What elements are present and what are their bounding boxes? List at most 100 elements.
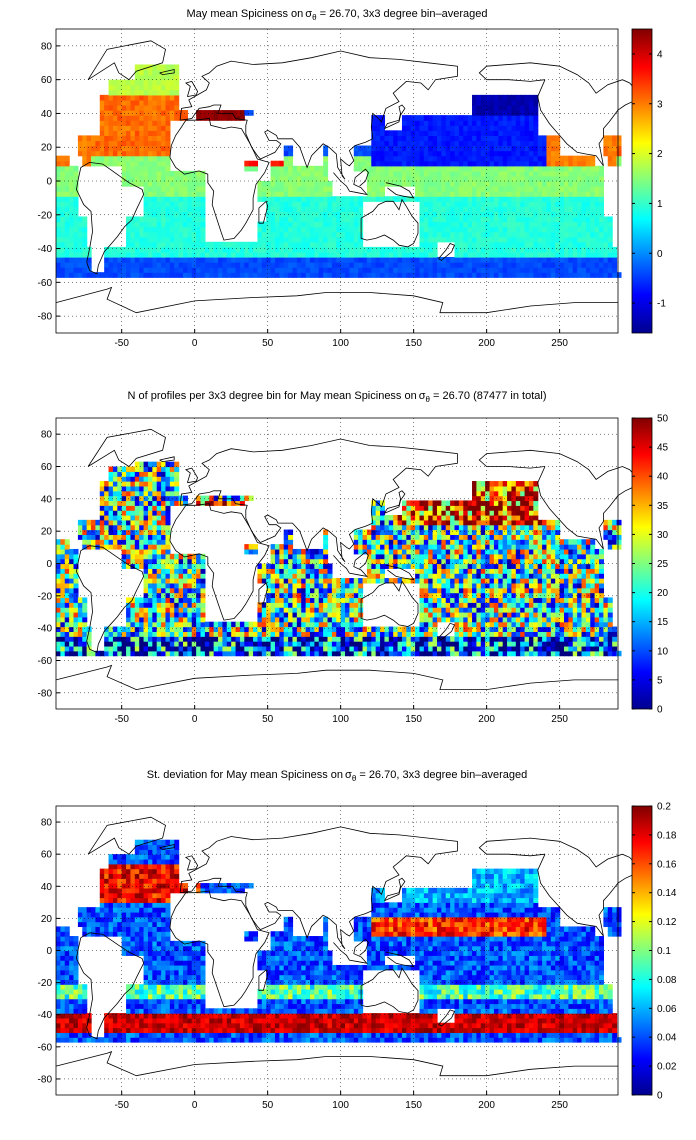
colorbar-tick-label: 3 [657,99,663,110]
heatmap-cell [191,650,197,657]
heatmap-cell [134,226,140,233]
heatmap-cell [152,267,158,273]
heatmap-cell [327,645,333,652]
heatmap-cell [305,267,311,273]
heatmap-cell [147,216,153,223]
heatmap-cell [86,641,92,647]
heatmap-cell [323,272,329,278]
heatmap-cell [572,201,578,207]
heatmap-cell [366,544,372,550]
heatmap-cell [301,582,307,589]
heatmap-cell [108,476,114,482]
heatmap-cell [419,115,425,121]
heatmap-cell [56,544,61,550]
heatmap-cell [353,529,359,535]
heatmap-cell [147,515,153,521]
heatmap-cell [156,186,162,192]
heatmap-cell [436,211,442,218]
heatmap-cell [375,160,381,167]
heatmap-cell [345,267,351,273]
heatmap-cell [375,155,381,162]
heatmap-cell [581,160,587,167]
heatmap-cell [139,641,145,647]
heatmap-cell [476,165,482,172]
heatmap-cell [472,150,478,157]
heatmap-cell [511,125,517,131]
heatmap-cell [318,206,324,212]
heatmap-cell [511,267,517,273]
heatmap-cell [112,89,118,96]
heatmap-cell [533,201,539,207]
heatmap-cell [104,636,110,642]
heatmap-cell [432,221,438,228]
heatmap-cell [384,645,390,652]
heatmap-cell [520,181,526,187]
heatmap-cell [397,181,403,187]
heatmap-cell [169,602,175,608]
heatmap-cell [274,568,280,574]
heatmap-cell [480,145,486,152]
heatmap-cell [130,236,136,243]
heatmap-cell [454,201,460,207]
heatmap-cell [428,645,434,652]
heatmap-cell [134,221,140,228]
heatmap-cell [406,626,412,632]
heatmap-cell [104,130,110,136]
heatmap-cell [436,140,442,147]
heatmap-cell [134,94,140,101]
heatmap-cell [568,241,574,248]
heatmap-cell [139,130,145,136]
heatmap-cell [292,175,298,182]
heatmap-cell [134,553,140,560]
heatmap-cell [550,170,556,177]
heatmap-cell [380,160,386,167]
heatmap-cell [463,150,469,157]
heatmap-cell [126,241,132,248]
heatmap-cell [546,155,552,162]
heatmap-cell [450,226,456,233]
heatmap-cell [428,262,434,268]
heatmap-cell [156,582,162,589]
heatmap-cell [178,251,184,258]
heatmap-cell [515,241,521,248]
heatmap-cell [599,272,604,278]
heatmap-cell [152,500,158,506]
heatmap-cell [165,175,171,182]
heatmap-cell [108,515,114,521]
heatmap-cell [143,110,149,116]
heatmap-cell [99,125,105,131]
heatmap-cell [143,150,149,157]
heatmap-cell [288,534,294,540]
heatmap-cell [82,135,88,142]
heatmap-cell [314,568,320,574]
heatmap-cell [130,135,136,142]
heatmap-cell [126,510,132,516]
heatmap-cell [563,170,569,177]
heatmap-cell [174,573,180,579]
heatmap-cell [239,650,245,657]
heatmap-cell [196,257,202,263]
heatmap-cell [528,251,534,258]
heatmap-cell [336,597,342,603]
heatmap-cell [511,110,517,116]
heatmap-cell [99,94,105,101]
heatmap-cell [147,79,153,86]
heatmap-cell [261,626,267,632]
heatmap-cell [152,241,158,248]
heatmap-cell [261,221,267,228]
heatmap-cell [454,236,460,243]
heatmap-cell [454,262,460,268]
heatmap-cell [454,257,460,263]
heatmap-cell [301,191,307,197]
heatmap-cell [594,267,600,273]
heatmap-cell [147,140,153,147]
heatmap-cell [480,150,486,157]
heatmap-cell [139,69,145,76]
heatmap-cell [147,587,153,594]
heatmap-cell [520,221,526,228]
heatmap-cell [472,211,478,218]
heatmap-cell [419,130,425,136]
heatmap-cell [458,150,464,157]
heatmap-cell [226,262,232,268]
heatmap-cell [393,631,399,637]
